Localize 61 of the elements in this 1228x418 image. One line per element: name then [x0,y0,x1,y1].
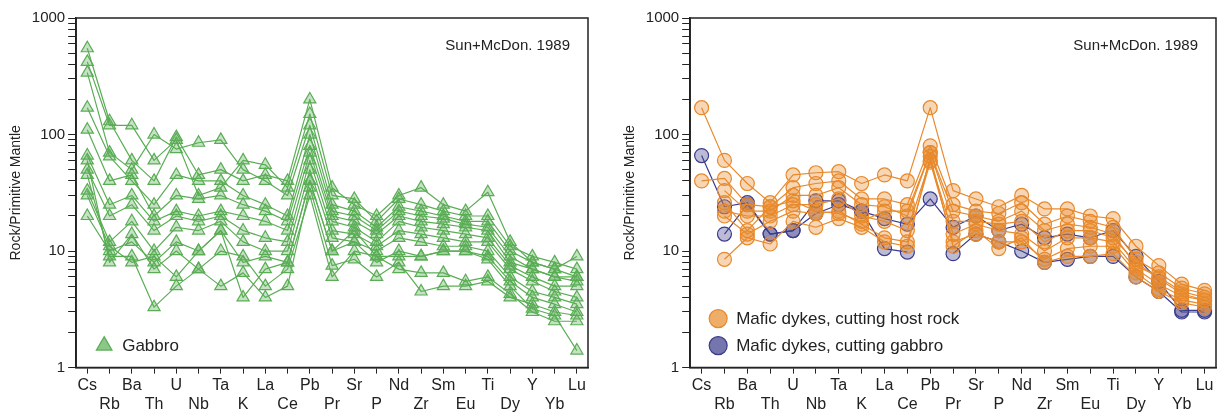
x-tick-label: Nb [805,394,827,412]
y-tick-label: 10 [48,241,66,259]
x-tick-label: K [856,394,868,412]
x-tick-label: Zr [1036,394,1053,412]
x-tick-label: Ba [737,375,758,393]
x-tick-label: Lu [567,375,586,393]
x-tick-label: Eu [1080,394,1101,412]
y-tick-label: 100 [654,124,680,142]
x-tick-label: La [875,375,894,393]
x-tick-label: P [371,394,382,412]
x-tick-label: Y [1153,375,1165,393]
x-tick-label: Ta [830,375,848,393]
y-tick-label: 1 [670,357,680,375]
y-tick-label: 100 [40,124,66,142]
x-tick-label: Yb [544,394,565,412]
y-tick-label: 1000 [31,8,66,26]
x-tick-label: Nd [388,375,410,393]
x-tick-label: Sm [1055,375,1080,393]
x-tick-label: Pb [300,375,320,393]
x-tick-label: Eu [455,394,476,412]
x-tick-label: Ce [277,394,298,412]
x-tick-label: Yb [1171,394,1192,412]
legend-label: Gabbro [122,336,179,356]
x-tick-label: Th [144,394,164,412]
x-tick-label: K [237,394,249,412]
legend-label: Mafic dykes, cutting gabbro [736,336,944,356]
x-tick-label: Pr [324,394,341,412]
y-axis-title: Rock/Primitive Mantle [621,124,638,261]
annotation: Sun+McDon. 1989 [445,35,570,53]
y-tick-label: 1000 [645,8,680,26]
annotation: Sun+McDon. 1989 [1073,35,1198,53]
x-tick-label: Zr [413,394,430,412]
x-tick-label: Th [760,394,780,412]
x-tick-label: Dy [1126,394,1146,412]
legend-label: Mafic dykes, cutting host rock [736,309,960,329]
x-tick-label: Nd [1011,375,1032,393]
x-tick-label: P [993,394,1005,412]
x-tick-label: Ta [212,375,230,393]
x-tick-label: Lu [1195,375,1214,393]
x-tick-label: U [170,375,183,393]
x-tick-label: Ce [897,394,918,412]
y-axis-title: Rock/Primitive Mantle [7,124,24,261]
x-tick-label: Cs [77,375,98,393]
x-tick-label: Ba [122,375,142,393]
x-tick-label: Sr [346,375,364,393]
x-tick-label: Rb [714,394,735,412]
x-tick-label: Pr [945,394,962,412]
x-tick-label: Dy [500,394,520,412]
x-tick-label: Sr [967,375,985,393]
x-tick-label: Nb [188,394,209,412]
x-tick-label: Pb [920,375,941,393]
y-tick-label: 10 [662,241,680,259]
x-tick-label: U [787,375,799,393]
x-tick-label: Y [527,375,539,393]
y-tick-label: 1 [56,357,66,375]
x-tick-label: Ti [1106,375,1120,393]
x-tick-label: Rb [99,394,120,412]
x-tick-label: Sm [431,375,456,393]
x-tick-label: La [256,375,275,393]
x-tick-label: Cs [691,375,712,393]
x-tick-label: Ti [481,375,495,393]
